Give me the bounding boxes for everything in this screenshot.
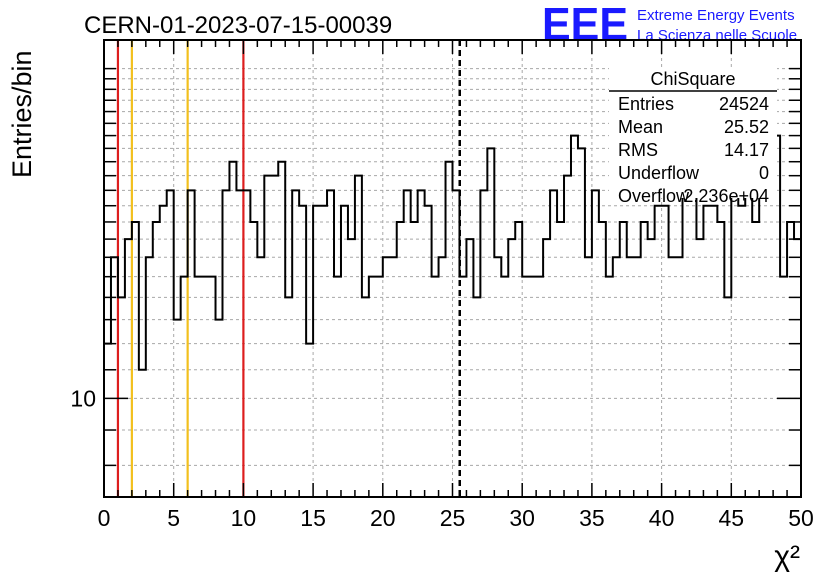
stats-box-title: ChiSquare xyxy=(650,69,735,89)
axis-ticks xyxy=(103,40,802,497)
stats-value-overflow: 2.236e+04 xyxy=(683,186,769,206)
y-tick-labels: 10 xyxy=(70,385,96,411)
y-axis-title: Entries/bin xyxy=(7,50,37,178)
stats-box-background xyxy=(609,68,777,198)
x-tick-label: 0 xyxy=(98,505,111,531)
stats-label-rms: RMS xyxy=(618,140,658,160)
y-tick-label: 10 xyxy=(70,385,96,411)
x-tick-label: 40 xyxy=(649,505,675,531)
x-tick-label: 10 xyxy=(231,505,257,531)
stats-value-entries: 24524 xyxy=(719,94,769,114)
stats-value-rms: 14.17 xyxy=(724,140,769,160)
x-tick-label: 5 xyxy=(167,505,180,531)
stats-box: ChiSquare Entries 24524 Mean 25.52 RMS 14.17 U… xyxy=(609,68,777,206)
stats-value-underflow: 0 xyxy=(759,163,769,183)
x-tick-label: 45 xyxy=(719,505,745,531)
x-tick-label: 35 xyxy=(579,505,605,531)
run-title: CERN-01-2023-07-15-00039 xyxy=(84,12,392,39)
x-tick-label: 25 xyxy=(440,505,466,531)
stats-label-overflow: Overflow xyxy=(618,186,690,206)
x-tick-label: 20 xyxy=(370,505,396,531)
x-tick-label: 15 xyxy=(300,505,326,531)
stats-label-underflow: Underflow xyxy=(618,163,700,183)
x-tick-label: 50 xyxy=(788,505,814,531)
reference-lines xyxy=(116,40,461,497)
x-tick-labels: 0 5 10 15 20 25 30 35 40 45 50 xyxy=(98,505,814,531)
stats-label-entries: Entries xyxy=(618,94,674,114)
stats-label-mean: Mean xyxy=(618,117,663,137)
eee-logo: EEE xyxy=(542,0,628,50)
stats-value-mean: 25.52 xyxy=(724,117,769,137)
x-tick-label: 30 xyxy=(509,505,535,531)
x-axis-title: χ² xyxy=(774,540,800,572)
logo-line-1: Extreme Energy Events xyxy=(637,7,795,24)
